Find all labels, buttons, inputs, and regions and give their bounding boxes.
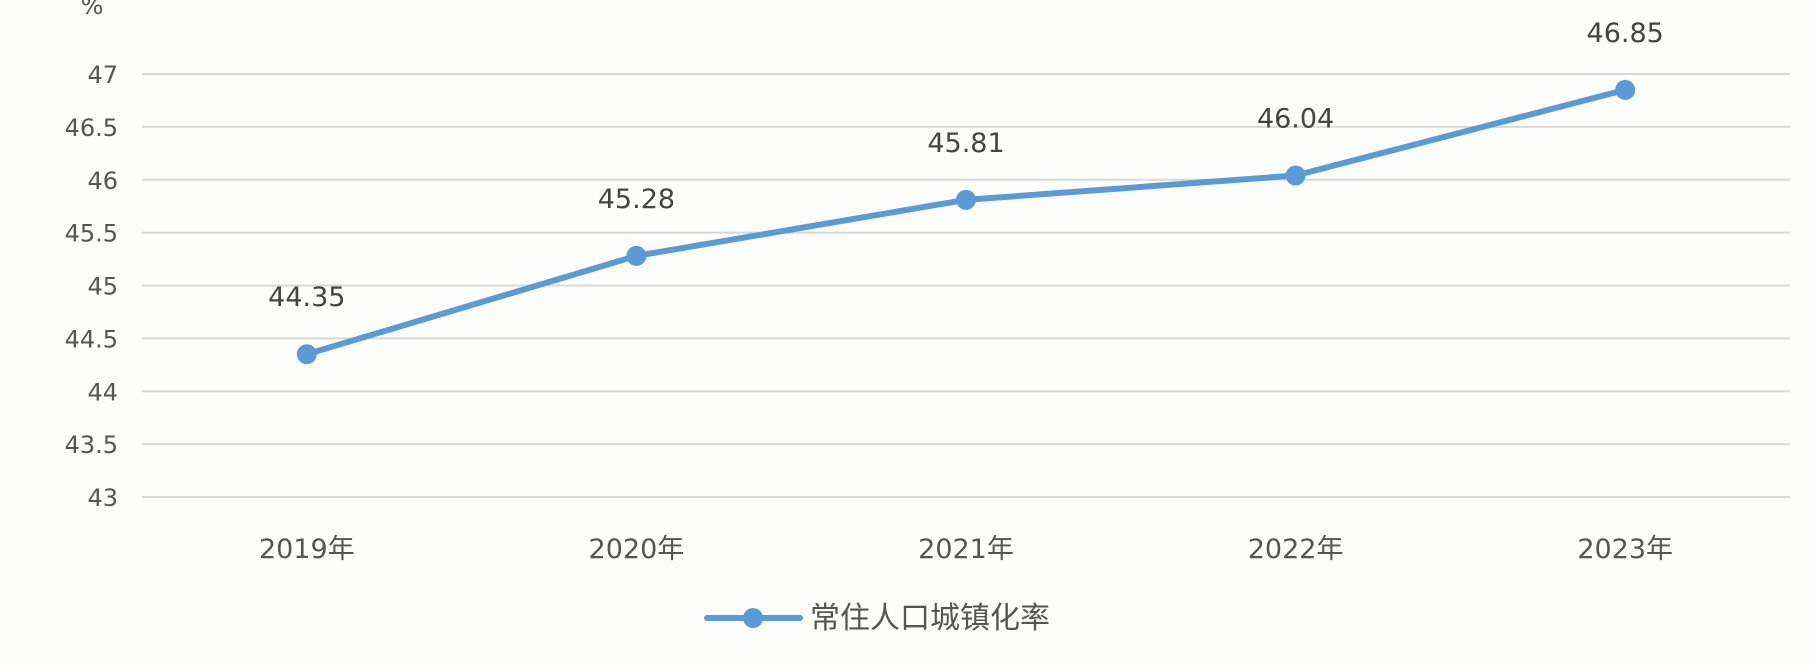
data-label: 46.85 — [1587, 18, 1664, 49]
x-tick-label: 2021年 — [918, 534, 1014, 565]
data-label: 45.28 — [598, 184, 675, 215]
legend[interactable]: 常住人口城镇化率 — [704, 601, 1050, 636]
data-point[interactable] — [956, 189, 976, 210]
y-tick-label: 45 — [87, 273, 118, 301]
data-label: 45.81 — [927, 128, 1004, 159]
x-tick-label: 2022年 — [1248, 534, 1344, 565]
series-plot — [296, 79, 1636, 365]
y-tick-label: 44 — [87, 378, 118, 406]
y-axis-ticks: 43 43.5 44 44.5 45 45.5 46 46.5 47 — [65, 61, 118, 512]
legend-dot-marker — [743, 608, 763, 628]
x-tick-label: 2020年 — [589, 534, 685, 565]
data-label: 44.35 — [268, 282, 345, 313]
y-axis-unit: % — [81, 0, 104, 20]
y-tick-label: 47 — [87, 61, 118, 89]
data-label: 46.04 — [1257, 104, 1334, 135]
data-point[interactable] — [1285, 165, 1306, 186]
y-tick-label: 43.5 — [65, 431, 118, 459]
y-tick-label: 45.5 — [65, 220, 118, 248]
data-point[interactable] — [626, 245, 647, 266]
x-tick-label: 2019年 — [259, 534, 355, 565]
data-point[interactable] — [1615, 79, 1636, 100]
x-axis-ticks: 2019年 2020年 2021年 2022年 2023年 — [259, 534, 1673, 565]
data-point[interactable] — [296, 344, 317, 365]
x-tick-label: 2023年 — [1577, 534, 1673, 565]
legend-label: 常住人口城镇化率 — [810, 601, 1050, 636]
y-tick-label: 46.5 — [65, 114, 118, 142]
gridlines — [142, 73, 1790, 498]
y-tick-label: 44.5 — [65, 325, 118, 353]
y-tick-label: 46 — [87, 167, 118, 195]
y-tick-label: 43 — [87, 484, 118, 512]
data-labels: 44.35 45.28 45.81 46.04 46.85 — [268, 18, 1664, 313]
